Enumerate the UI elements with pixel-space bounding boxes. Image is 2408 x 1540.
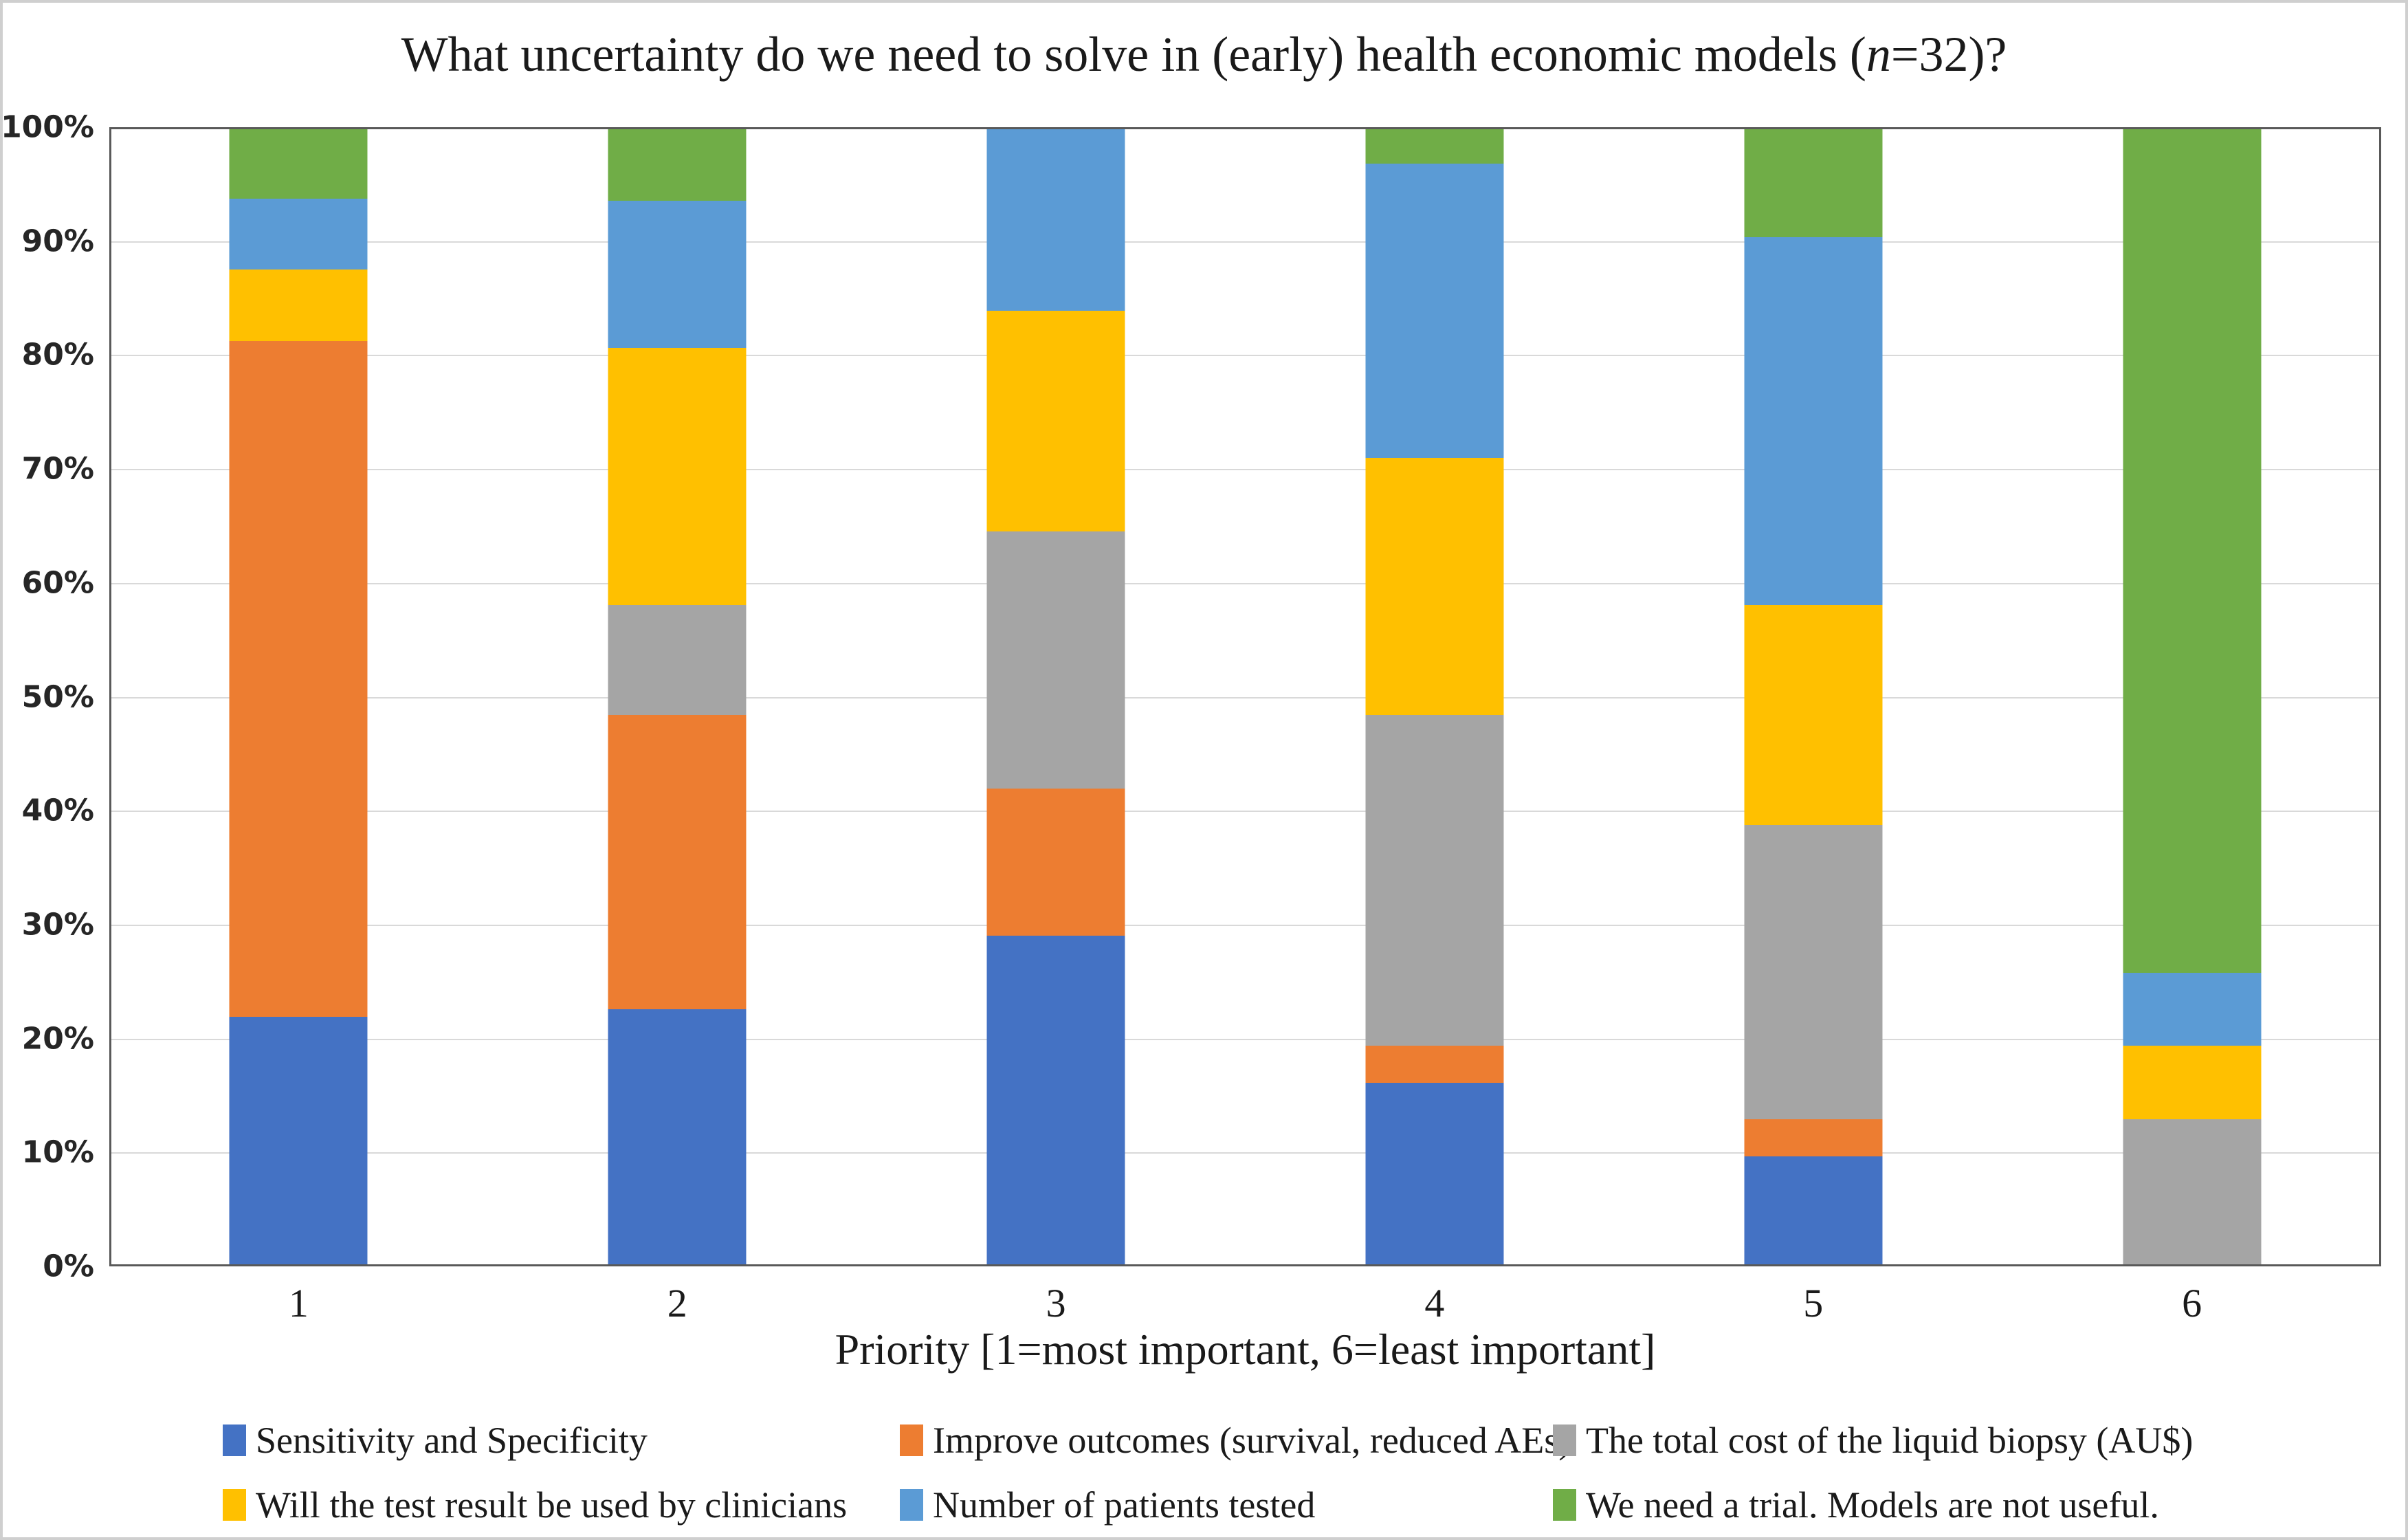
y-tick-label-0%: 0%: [43, 1248, 94, 1284]
bar-segment: [2123, 127, 2262, 973]
stacked-bar-priority-4: [1365, 127, 1504, 1266]
bar-segment: [2123, 972, 2262, 1046]
gridline-50%: [109, 696, 2381, 698]
gridline-80%: [109, 355, 2381, 357]
bar-segment: [1744, 1119, 1883, 1156]
bar-segment: [1365, 458, 1504, 716]
bar-segment: [229, 270, 368, 341]
bar-segment: [1365, 164, 1504, 459]
bar-slot-6: [2002, 127, 2381, 1266]
bar-segment: [608, 347, 747, 605]
chart-title-pre: What uncertainty do we need to solve in …: [401, 27, 1866, 82]
bar-segment: [1365, 1082, 1504, 1266]
legend-item: Improve outcomes (survival, reduced AEs): [900, 1414, 1571, 1467]
bar-segment: [229, 198, 368, 270]
y-tick-label-70%: 70%: [21, 451, 94, 487]
bar-segment: [608, 200, 747, 348]
legend-label: The total cost of the liquid biopsy (AU$…: [1586, 1420, 2194, 1461]
y-tick-label-40%: 40%: [21, 793, 94, 828]
bar-slot-1: [109, 127, 488, 1266]
bar-segment: [608, 127, 747, 201]
bar-segment: [2123, 1046, 2262, 1120]
legend-swatch-icon: [223, 1489, 246, 1521]
bar-slot-3: [867, 127, 1246, 1266]
bar-segment: [986, 127, 1125, 311]
bar-segment: [608, 1009, 747, 1266]
bar-slot-5: [1624, 127, 2002, 1266]
legend-item: We need a trial. Models are not useful.: [1553, 1478, 2354, 1532]
bar-segment: [1365, 1046, 1504, 1083]
bar-segment: [608, 715, 747, 1009]
legend-swatch-icon: [900, 1489, 923, 1521]
bar-slot-2: [488, 127, 867, 1266]
y-tick-label-20%: 20%: [21, 1021, 94, 1057]
y-tick-label-90%: 90%: [21, 223, 94, 259]
legend-label: Number of patients tested: [933, 1484, 1316, 1526]
x-axis-title: Priority [1=most important, 6=least impo…: [835, 1325, 1656, 1374]
gridline-20%: [109, 1038, 2381, 1040]
stacked-bar-priority-6: [2123, 127, 2262, 1266]
legend-swatch-icon: [1553, 1424, 1576, 1456]
legend-swatch-icon: [223, 1424, 246, 1456]
legend-label: We need a trial. Models are not useful.: [1586, 1484, 2159, 1526]
gridline-70%: [109, 469, 2381, 471]
legend-label: Sensitivity and Specificity: [256, 1420, 648, 1461]
bar-segment: [229, 127, 368, 199]
gridline-60%: [109, 582, 2381, 584]
chart-title-n-italic: n: [1866, 27, 1891, 82]
legend-label: Will the test result be used by clinicia…: [256, 1484, 848, 1526]
y-tick-label-30%: 30%: [21, 907, 94, 943]
bar-segment: [229, 1017, 368, 1266]
bar-segment: [1744, 604, 1883, 826]
bar-segment: [2123, 1119, 2262, 1266]
bar-segment: [986, 311, 1125, 532]
bar-segment: [1744, 1156, 1883, 1266]
legend-item: Number of patients tested: [900, 1478, 1553, 1532]
bar-segment: [1744, 237, 1883, 605]
y-tick-label-80%: 80%: [21, 337, 94, 373]
bar-segment: [608, 604, 747, 716]
bar-slot-4: [1246, 127, 1624, 1266]
x-tick-label-3: 3: [1046, 1281, 1066, 1326]
bar-segment: [229, 340, 368, 1018]
gridline-40%: [109, 811, 2381, 813]
stacked-bar-priority-1: [229, 127, 368, 1266]
x-tick-label-4: 4: [1424, 1281, 1445, 1326]
legend-item: The total cost of the liquid biopsy (AU$…: [1553, 1414, 2354, 1467]
gridline-90%: [109, 241, 2381, 243]
bar-segment: [986, 789, 1125, 936]
stacked-bar-priority-5: [1744, 127, 1883, 1266]
plot-area: [109, 127, 2381, 1266]
chart-title: What uncertainty do we need to solve in …: [3, 26, 2405, 83]
gridline-30%: [109, 924, 2381, 926]
bar-segment: [1365, 127, 1504, 164]
bar-segment: [986, 935, 1125, 1266]
bar-segment: [1365, 715, 1504, 1046]
x-tick-label-2: 2: [667, 1281, 687, 1326]
bar-segment: [1744, 825, 1883, 1120]
legend-item: Sensitivity and Specificity: [223, 1414, 900, 1467]
x-tick-label-5: 5: [1803, 1281, 1824, 1326]
y-tick-label-60%: 60%: [21, 565, 94, 601]
legend-label: Improve outcomes (survival, reduced AEs): [933, 1420, 1571, 1461]
bar-segment: [986, 531, 1125, 789]
legend: Sensitivity and Specificity Improve outco…: [223, 1414, 2354, 1532]
bar-segment: [1744, 127, 1883, 238]
y-tick-label-10%: 10%: [21, 1134, 94, 1170]
stacked-bar-priority-3: [986, 127, 1125, 1266]
y-tick-label-50%: 50%: [21, 679, 94, 714]
legend-item: Will the test result be used by clinicia…: [223, 1478, 900, 1532]
x-tick-label-1: 1: [288, 1281, 309, 1326]
stacked-bar-priority-2: [608, 127, 747, 1266]
legend-swatch-icon: [900, 1424, 923, 1456]
y-tick-label-100%: 100%: [1, 109, 94, 145]
gridline-10%: [109, 1152, 2381, 1154]
x-tick-label-6: 6: [2182, 1281, 2202, 1326]
legend-swatch-icon: [1553, 1489, 1576, 1521]
chart-title-post: =32)?: [1890, 27, 2007, 82]
